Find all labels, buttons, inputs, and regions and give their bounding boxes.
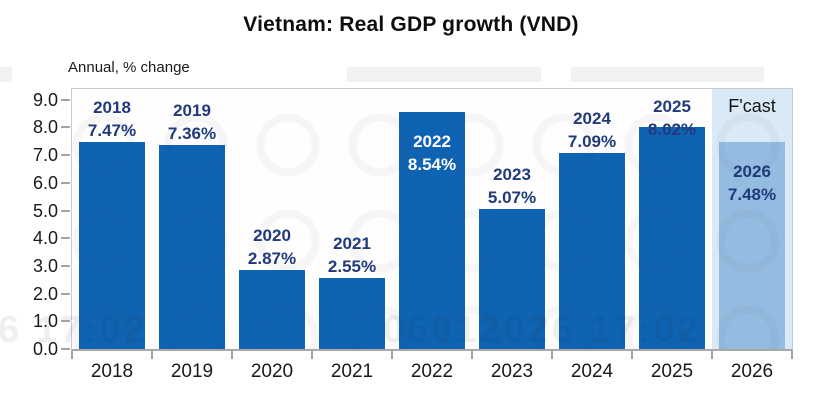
- bar-label-year: 2026: [733, 161, 771, 181]
- bar-label-year: 2023: [493, 164, 531, 184]
- y-axis-tick: [61, 209, 70, 212]
- bar-label-2018: 2018 7.47%: [72, 96, 152, 142]
- y-axis-tick-label: 0.0: [32, 339, 58, 359]
- x-axis-tick: [71, 351, 73, 359]
- bar-label-value: 8.02%: [647, 120, 697, 139]
- x-axis-tick: [631, 351, 633, 359]
- x-axis-tick: [391, 351, 393, 359]
- x-axis-tick: [711, 351, 713, 359]
- bar-label-year: 2018: [93, 98, 131, 118]
- watermark-strip: [347, 67, 541, 82]
- chart-title: Vietnam: Real GDP growth (VND): [243, 13, 579, 36]
- x-axis-label-2020: 2020: [250, 361, 294, 382]
- x-axis-tick: [231, 351, 233, 359]
- y-axis-tick: [61, 237, 70, 240]
- bar-2020: [239, 269, 305, 349]
- forecast-band-label: F'cast: [728, 96, 776, 116]
- x-axis-label-2023: 2023: [490, 361, 534, 382]
- bar-label-2026: 2026 7.48%: [712, 160, 792, 206]
- watermark-strip: [0, 67, 12, 82]
- bar-2022: [399, 112, 465, 349]
- bar-2026: [719, 141, 785, 349]
- x-axis-label-2019: 2019: [170, 361, 214, 382]
- bar-label-2021: 2021 2.55%: [312, 232, 392, 278]
- y-axis-tick: [61, 98, 70, 101]
- bar-label-year: 2021: [333, 234, 371, 254]
- bar-label-2022: 2022 8.54%: [392, 130, 472, 176]
- axis-units-label: Annual, % change: [68, 59, 190, 76]
- bar-label-value: 7.09%: [567, 131, 617, 151]
- y-axis-tick: [61, 181, 70, 184]
- watermark-strip: [571, 67, 764, 82]
- bar-label-year: 2020: [253, 225, 291, 245]
- bar-label-value: 2.87%: [247, 248, 297, 268]
- bar-2019: [159, 145, 225, 349]
- bar-label-2020: 2020 2.87%: [232, 224, 312, 270]
- bar-label-year: 2024: [573, 108, 611, 128]
- bar-label-value: 8.54%: [407, 155, 457, 175]
- y-axis-tick-label: 3.0: [32, 255, 58, 276]
- y-axis-tick-label: 7.0: [32, 145, 58, 166]
- y-axis-tick: [61, 292, 70, 295]
- bar-2018: [79, 142, 145, 349]
- x-axis-tick: [151, 351, 153, 359]
- bar-label-2024: 2024 7.09%: [552, 107, 632, 153]
- x-axis-label-2018: 2018: [90, 361, 134, 382]
- y-axis-tick-label: 8.0: [32, 117, 58, 138]
- x-axis-tick: [311, 351, 313, 359]
- y-axis-tick: [61, 348, 70, 350]
- bar-label-value: 7.48%: [727, 184, 777, 204]
- bar-2021: [319, 278, 385, 349]
- y-axis-tick: [61, 320, 70, 323]
- bar-2025: [639, 126, 705, 349]
- bar-label-2023: 2023 5.07%: [472, 163, 552, 209]
- bar-label-value: 5.07%: [487, 187, 537, 207]
- y-axis-tick: [61, 264, 70, 267]
- x-axis-label-2025: 2025: [650, 361, 694, 382]
- bar-label-2025: 2025 8.02%: [632, 95, 712, 141]
- bar-label-year: 2019: [173, 101, 211, 121]
- y-axis-tick-label: 4.0: [32, 228, 58, 249]
- bar-2023: [479, 208, 545, 349]
- bar-label-year: 2025: [653, 97, 691, 116]
- bar-label-value: 7.36%: [167, 124, 217, 144]
- x-axis-label-2024: 2024: [570, 361, 614, 382]
- x-axis-label-2021: 2021: [330, 361, 374, 382]
- bar-label-2019: 2019 7.36%: [152, 99, 232, 145]
- y-axis-tick-label: 1.0: [32, 311, 58, 332]
- y-axis-tick-label: 2.0: [32, 283, 58, 304]
- y-axis-tick-label: 9.0: [32, 89, 58, 110]
- x-axis-tick: [791, 351, 793, 359]
- bar-2024: [559, 152, 625, 349]
- bar-label-value: 7.47%: [87, 121, 137, 141]
- bar-label-value: 2.55%: [327, 257, 377, 277]
- x-axis-tick: [471, 351, 473, 359]
- x-axis-label-2022: 2022: [410, 361, 454, 382]
- y-axis-tick: [61, 126, 70, 129]
- bar-label-year: 2022: [413, 132, 451, 152]
- x-axis-tick: [551, 351, 553, 359]
- y-axis-tick-label: 5.0: [32, 200, 58, 221]
- plot-area: F'cast 2018 7.47% 2019 7.36% 2020 2.87% 2021 2.5…: [71, 88, 793, 351]
- y-axis-tick: [61, 154, 70, 157]
- x-axis-label-2026: 2026: [730, 361, 774, 382]
- y-axis-tick-label: 6.0: [32, 172, 58, 193]
